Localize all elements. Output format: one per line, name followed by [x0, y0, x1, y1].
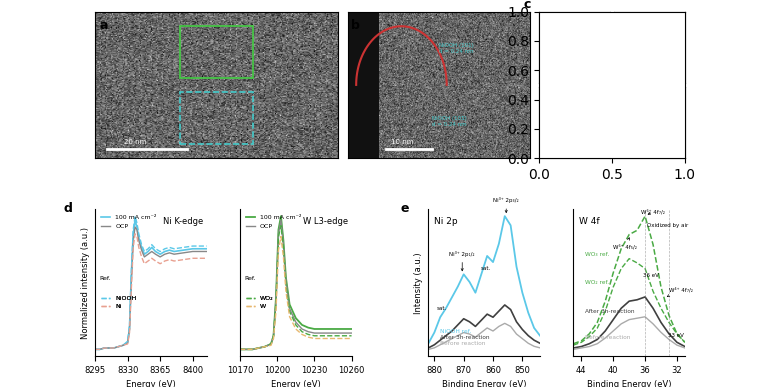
Text: 20 nm: 20 nm	[546, 67, 564, 72]
Text: sat.: sat.	[437, 306, 447, 310]
Text: 20 nm: 20 nm	[621, 67, 638, 72]
Text: Before reaction: Before reaction	[440, 341, 486, 346]
Text: Ni K-edge: Ni K-edge	[163, 217, 203, 226]
Text: W⁶⁺ 4f₇/₂: W⁶⁺ 4f₇/₂	[641, 209, 665, 214]
Text: Ref.: Ref.	[244, 276, 256, 281]
Legend: NiOOH, Ni: NiOOH, Ni	[98, 293, 139, 312]
Text: a: a	[100, 19, 109, 32]
Text: W L3-edge: W L3-edge	[303, 217, 349, 226]
Text: NiOOH (101̅)
d = 0.24 nm: NiOOH (101̅) d = 0.24 nm	[431, 116, 466, 127]
Text: W 4f: W 4f	[579, 217, 600, 226]
Text: Ni 2p: Ni 2p	[434, 217, 457, 226]
Text: O: O	[543, 92, 549, 101]
Text: WO₃ ref.: WO₃ ref.	[585, 252, 610, 257]
Text: 20 nm: 20 nm	[621, 142, 638, 147]
Text: W⁶⁺ 4f₅/₂: W⁶⁺ 4f₅/₂	[613, 238, 637, 250]
Text: sat.: sat.	[480, 266, 491, 271]
Text: 20 nm: 20 nm	[546, 142, 564, 147]
Text: c: c	[524, 0, 531, 11]
X-axis label: Binding Energy (eV): Binding Energy (eV)	[587, 380, 671, 387]
Text: 36 eV: 36 eV	[644, 273, 659, 278]
Text: W⁴⁺ 4f₇/₂: W⁴⁺ 4f₇/₂	[667, 287, 693, 296]
Text: WO₂ ref.: WO₂ ref.	[585, 280, 610, 285]
Text: b: b	[351, 19, 360, 32]
Text: e: e	[400, 202, 409, 215]
Text: 20 nm: 20 nm	[124, 139, 147, 145]
Text: Oxidized by air: Oxidized by air	[647, 223, 688, 228]
Text: Ni³⁺ 2p₁/₂: Ni³⁺ 2p₁/₂	[450, 251, 475, 271]
Text: Ni³⁺ 2p₃/₂: Ni³⁺ 2p₃/₂	[493, 197, 519, 212]
Y-axis label: Normalized intensity (a.u.): Normalized intensity (a.u.)	[81, 227, 90, 339]
Text: W: W	[617, 17, 625, 26]
Text: NiOOH ref.: NiOOH ref.	[440, 329, 472, 334]
Y-axis label: Intensity (a.u.): Intensity (a.u.)	[414, 252, 423, 313]
Text: Ni: Ni	[543, 17, 551, 26]
Text: NiOOH (101)
d = 0.24 nm: NiOOH (101) d = 0.24 nm	[439, 43, 474, 54]
Text: 33 eV: 33 eV	[668, 332, 684, 337]
Legend: WO₂, W: WO₂, W	[244, 293, 276, 312]
X-axis label: Energy (eV): Energy (eV)	[126, 380, 176, 387]
X-axis label: Energy (eV): Energy (eV)	[271, 380, 320, 387]
Text: Mix: Mix	[617, 92, 631, 101]
Text: d: d	[64, 202, 73, 215]
Text: Ref.: Ref.	[100, 276, 111, 281]
Text: Before reaction: Before reaction	[585, 336, 631, 341]
Text: After 3h-reaction: After 3h-reaction	[440, 335, 490, 340]
Text: After 3h-reaction: After 3h-reaction	[585, 308, 635, 313]
Text: 10 nm: 10 nm	[391, 139, 413, 145]
X-axis label: Binding Energy (eV): Binding Energy (eV)	[442, 380, 527, 387]
